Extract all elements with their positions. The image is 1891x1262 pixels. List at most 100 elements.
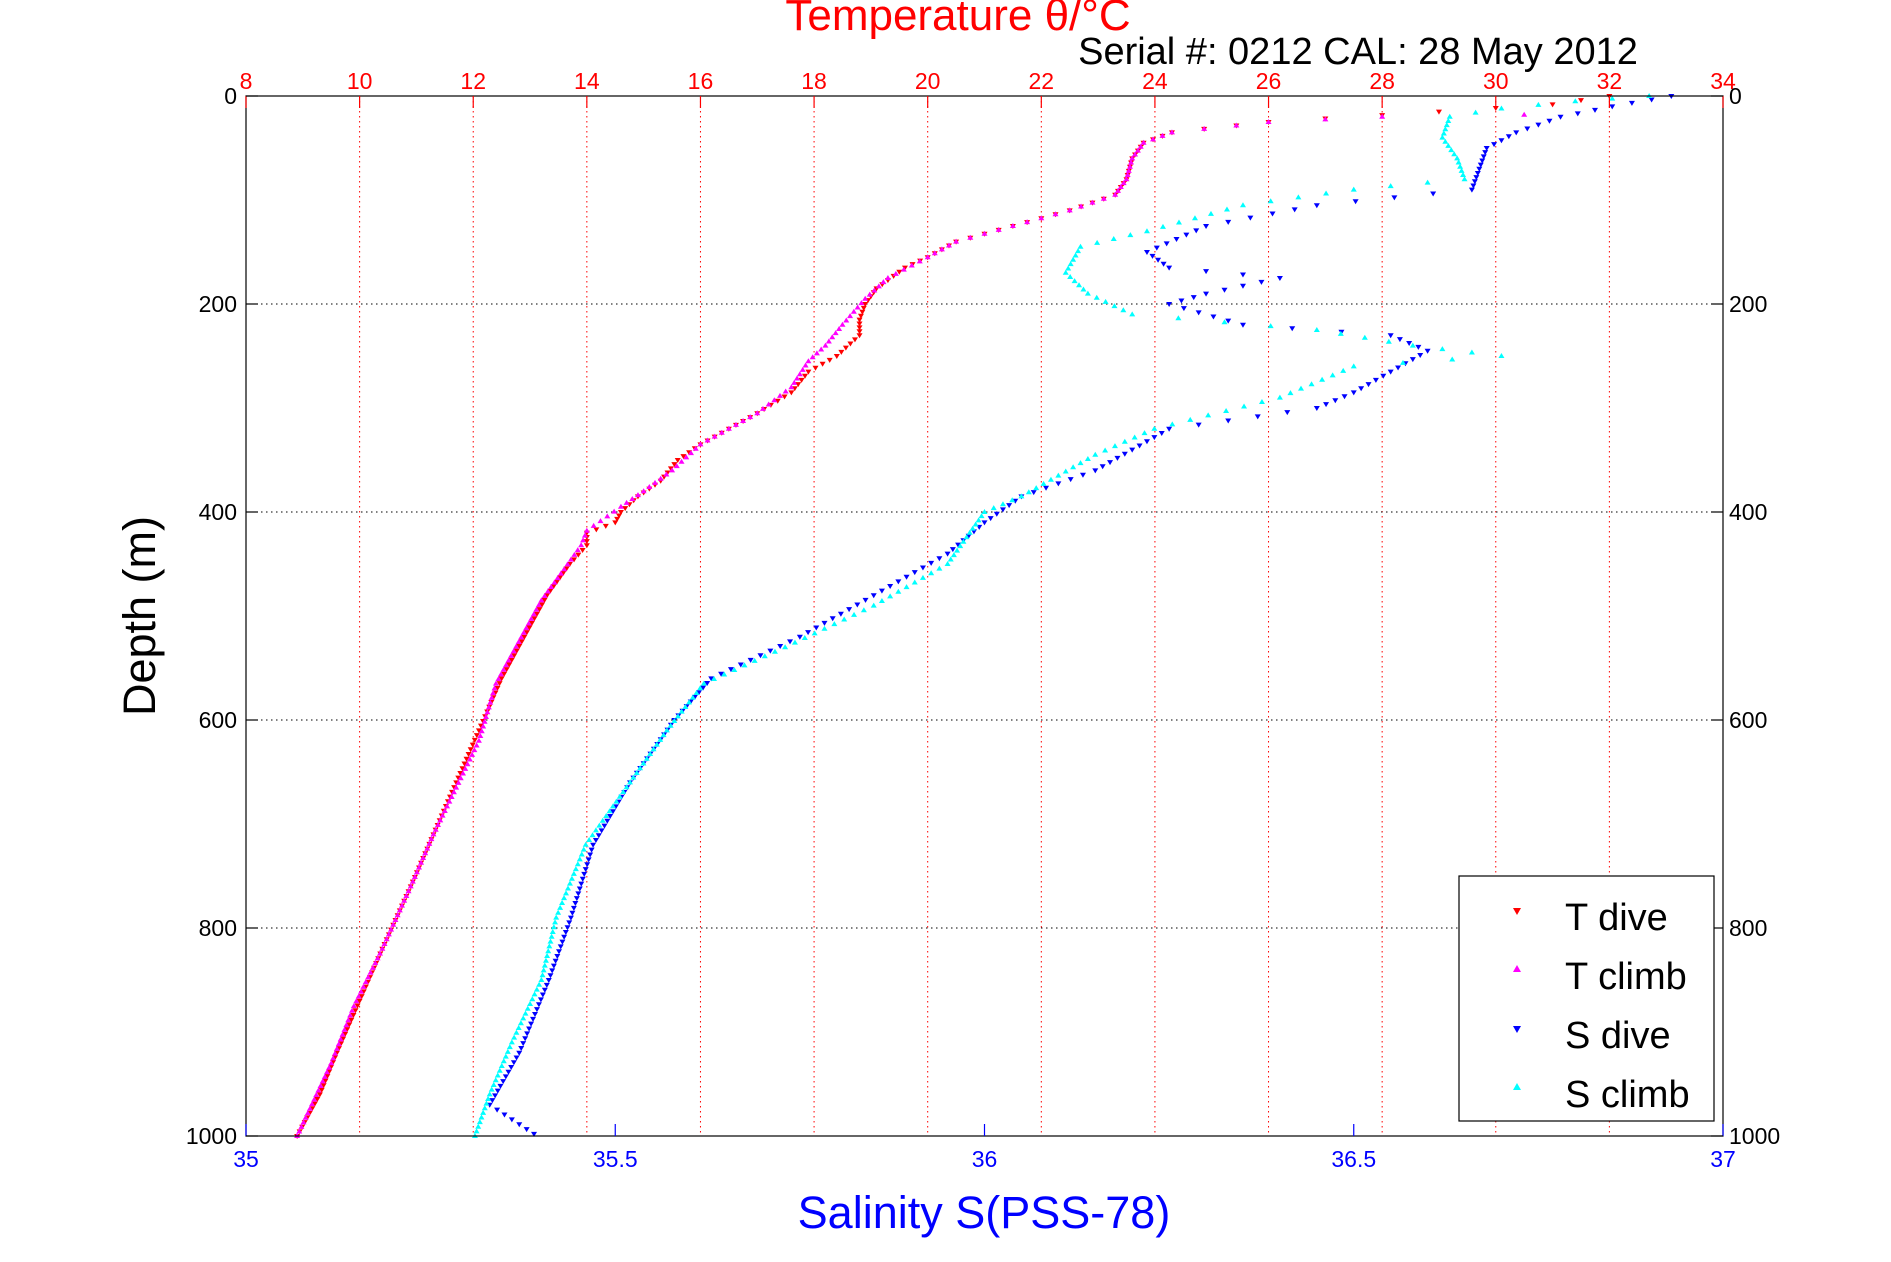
data-point	[413, 869, 420, 875]
data-point	[392, 917, 399, 922]
data-point	[469, 751, 476, 757]
data-point	[870, 593, 877, 599]
data-point	[1267, 198, 1274, 204]
data-point	[663, 727, 670, 733]
data-point	[545, 978, 552, 983]
data-point	[1159, 132, 1166, 138]
data-point	[633, 769, 640, 775]
data-point	[837, 611, 844, 617]
data-point	[678, 708, 685, 714]
data-point	[1150, 136, 1157, 142]
data-point	[1341, 394, 1348, 400]
data-point	[333, 1045, 340, 1051]
data-point	[492, 1077, 499, 1083]
data-point	[999, 501, 1006, 507]
data-point	[561, 934, 568, 940]
data-point	[432, 826, 439, 832]
data-point	[856, 333, 863, 339]
data-point	[457, 770, 464, 776]
data-point	[999, 507, 1006, 513]
data-point	[860, 305, 867, 311]
data-point	[623, 499, 630, 505]
data-point	[822, 342, 829, 348]
data-point	[1628, 100, 1635, 106]
data-point	[1424, 179, 1431, 185]
data-point	[541, 987, 548, 993]
data-point	[575, 552, 582, 558]
data-point	[598, 828, 605, 834]
data-point	[593, 527, 600, 533]
data-point	[1332, 398, 1339, 404]
temperature-tick-label: 34	[1710, 68, 1736, 94]
data-point	[1267, 323, 1274, 329]
data-point	[322, 1078, 329, 1084]
data-point	[887, 593, 894, 599]
data-point	[422, 850, 429, 856]
data-point	[795, 382, 802, 388]
data-point	[540, 967, 547, 973]
data-point	[523, 1127, 530, 1133]
data-point	[609, 809, 616, 815]
data-point	[500, 1079, 507, 1085]
data-point	[337, 1036, 344, 1042]
legend-marker-s-dive	[1513, 1026, 1521, 1033]
data-point	[798, 377, 805, 383]
salinity-tick-label: 37	[1710, 1146, 1736, 1172]
data-point	[901, 265, 908, 271]
data-point	[788, 384, 795, 390]
data-point	[640, 488, 647, 494]
data-point	[1125, 167, 1132, 173]
data-point	[497, 1083, 504, 1089]
data-point	[604, 513, 611, 519]
data-point	[1071, 278, 1078, 284]
data-point	[1269, 211, 1276, 217]
data-point	[718, 671, 725, 677]
data-point	[1442, 138, 1449, 144]
temperature-tick-label: 16	[688, 68, 714, 94]
data-point	[1160, 261, 1167, 267]
data-point	[957, 543, 964, 549]
data-point	[550, 924, 557, 930]
data-point	[673, 463, 680, 469]
data-point	[847, 341, 854, 347]
data-point	[508, 652, 515, 658]
data-point	[859, 309, 866, 315]
data-point	[650, 746, 657, 752]
data-point	[1129, 447, 1136, 453]
data-point	[566, 880, 573, 886]
data-point	[494, 1088, 501, 1094]
data-point	[671, 718, 678, 724]
data-point	[1070, 256, 1077, 262]
data-point	[833, 354, 840, 359]
data-point	[818, 346, 825, 352]
data-point	[1247, 215, 1254, 221]
data-point	[1468, 187, 1475, 193]
data-point	[489, 1098, 496, 1104]
data-point	[475, 728, 482, 734]
data-point	[967, 234, 974, 240]
data-point	[304, 1110, 311, 1116]
data-point	[944, 551, 951, 557]
salinity-tick-label: 36.5	[1331, 1146, 1376, 1172]
depth-tick-label-left: 200	[199, 291, 237, 317]
data-point	[851, 611, 858, 617]
data-point	[1572, 98, 1579, 104]
data-point	[640, 760, 647, 766]
data-point	[533, 986, 540, 992]
data-point	[462, 765, 469, 771]
data-point	[1117, 184, 1124, 189]
data-point	[1166, 265, 1173, 271]
data-point	[324, 1073, 331, 1079]
data-point	[1175, 219, 1182, 225]
data-point	[538, 597, 545, 603]
data-point	[477, 733, 484, 739]
data-point	[1239, 272, 1246, 278]
data-point	[1169, 421, 1176, 427]
data-point	[887, 583, 894, 589]
data-point	[581, 532, 588, 538]
data-point	[298, 1123, 305, 1129]
x-axis-label: Salinity S(PSS-78)	[798, 1187, 1171, 1238]
data-point	[554, 954, 561, 959]
data-point	[553, 579, 560, 585]
data-point	[832, 330, 839, 336]
